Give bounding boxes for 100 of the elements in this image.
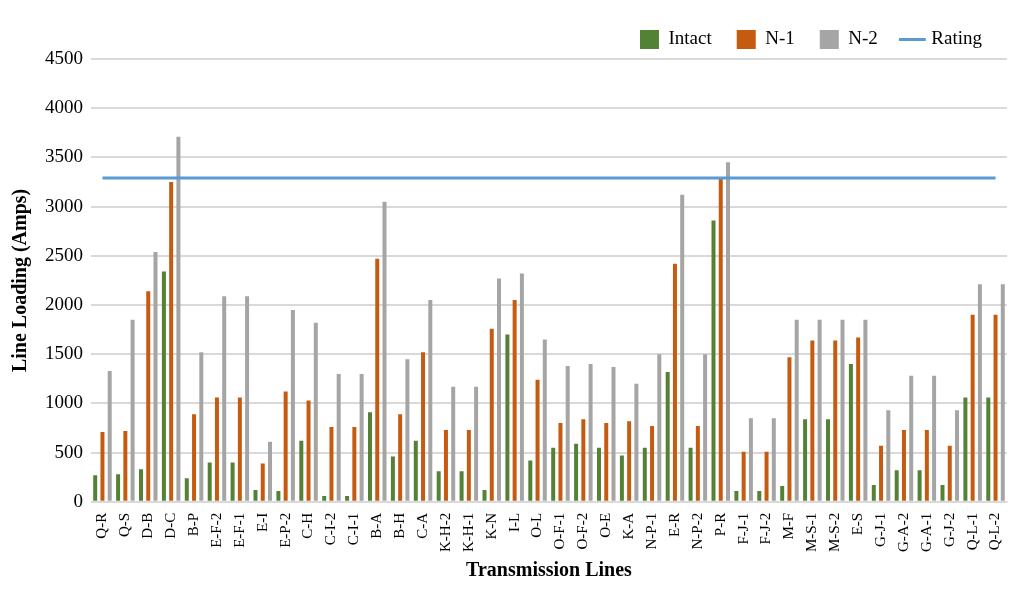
bar <box>993 314 998 501</box>
bar <box>848 364 853 501</box>
x-tick-label: E-R <box>665 512 682 537</box>
bar <box>917 470 922 501</box>
bar <box>489 328 494 501</box>
bar <box>986 397 991 501</box>
bar <box>665 371 670 501</box>
bar <box>886 410 891 501</box>
bar <box>634 383 639 501</box>
x-tick-label: P-R <box>711 512 728 537</box>
bar <box>222 296 227 501</box>
y-tick-label: 0 <box>73 489 83 511</box>
x-tick-label: I-L <box>505 512 522 532</box>
bar <box>833 340 838 501</box>
bar <box>237 397 242 501</box>
bar <box>306 400 311 501</box>
bar <box>748 418 753 501</box>
legend-label: Intact <box>668 27 713 49</box>
bar <box>688 447 693 501</box>
x-tick-label: O-L <box>528 512 545 538</box>
x-tick-label: M-S-1 <box>803 512 820 552</box>
bar <box>757 491 762 501</box>
bar <box>184 478 189 501</box>
x-tick-label: B-A <box>368 512 385 539</box>
x-tick-label: F-J-2 <box>757 512 774 545</box>
bar <box>565 366 570 501</box>
x-tick-label: C-I-1 <box>345 512 362 546</box>
bar <box>161 271 166 501</box>
x-tick-label: N-P-2 <box>688 512 705 550</box>
bar <box>192 414 197 501</box>
bar <box>604 423 609 501</box>
bar <box>650 426 655 501</box>
bar <box>901 429 906 501</box>
x-tick-label: Q-R <box>93 512 110 539</box>
x-tick-label: N-P-1 <box>642 512 659 550</box>
x-tick-label: B-P <box>184 512 201 537</box>
bar <box>322 495 327 501</box>
x-tick-label: G-A-2 <box>894 512 911 552</box>
x-tick-label: D-C <box>162 512 179 539</box>
bar <box>871 485 876 501</box>
x-tick-label: G-J-2 <box>940 512 957 547</box>
x-tick-label: G-A-1 <box>917 512 934 552</box>
x-tick-label: K-N <box>482 512 499 540</box>
bar <box>803 419 808 501</box>
bar <box>574 443 579 501</box>
x-tick-label: E-F-2 <box>207 512 224 548</box>
bar <box>597 447 601 501</box>
bar <box>398 414 403 501</box>
bar <box>1000 284 1005 501</box>
bar <box>313 322 318 501</box>
y-tick-label: 500 <box>54 440 83 462</box>
bar <box>528 460 533 501</box>
bar <box>977 284 982 501</box>
x-tick-label: C-A <box>413 512 430 539</box>
bar <box>214 397 219 501</box>
bar <box>535 379 540 501</box>
bar <box>947 445 952 501</box>
bar <box>345 495 350 501</box>
bar <box>368 412 372 501</box>
bar <box>139 469 143 501</box>
x-tick-label: Q-S <box>116 512 133 537</box>
bar <box>336 373 341 501</box>
bar <box>642 447 647 501</box>
bar <box>894 470 899 501</box>
bar <box>787 357 792 501</box>
bar <box>497 278 501 501</box>
bar <box>176 136 181 501</box>
legend-label: N-1 <box>765 27 795 49</box>
bar <box>428 300 433 501</box>
bar <box>741 451 746 501</box>
bar <box>558 423 563 501</box>
bar <box>924 429 929 501</box>
bar <box>734 491 739 501</box>
bar <box>290 309 295 501</box>
bar <box>329 427 334 501</box>
y-tick-label: 4500 <box>45 46 83 68</box>
bar <box>817 319 822 501</box>
x-tick-label: K-H-1 <box>459 512 476 552</box>
x-tick-label: Q-L-1 <box>963 512 980 551</box>
bar <box>459 471 464 501</box>
bar <box>879 445 884 501</box>
bar <box>107 370 112 501</box>
bar <box>116 474 121 501</box>
bar <box>390 456 395 501</box>
y-tick-label: 3500 <box>45 145 83 167</box>
x-tick-label: E-F-1 <box>230 512 247 548</box>
x-tick-label: F-J-1 <box>734 512 751 545</box>
bar <box>123 430 128 501</box>
y-tick-label: 4000 <box>45 96 83 118</box>
bar <box>672 263 677 501</box>
x-tick-label: M-S-2 <box>826 512 843 552</box>
bar <box>443 429 448 501</box>
bar <box>299 440 304 501</box>
y-tick-label: 3000 <box>45 194 83 216</box>
y-tick-label: 1500 <box>45 342 83 364</box>
bar <box>505 334 510 501</box>
bar <box>512 300 517 501</box>
bar <box>863 319 868 501</box>
bar <box>474 386 479 501</box>
bar <box>93 475 98 501</box>
